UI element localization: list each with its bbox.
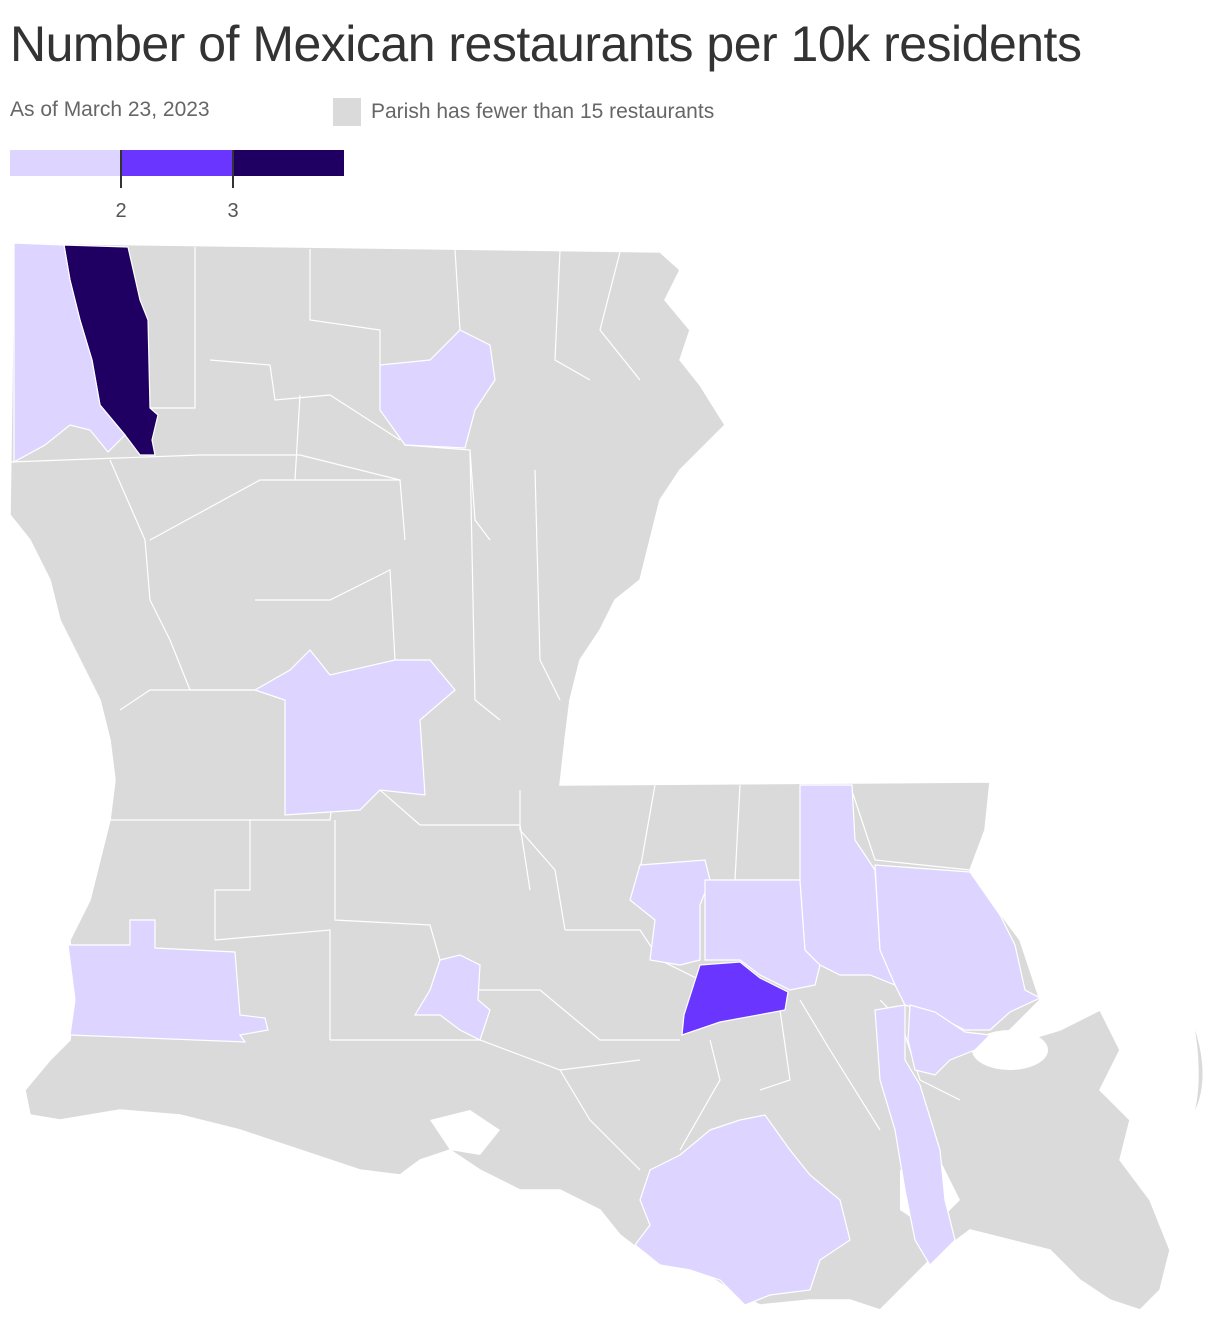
scale-bin-high [233, 150, 344, 176]
parish-terrebonne [634, 1114, 851, 1306]
parish-tangipahoa [799, 784, 897, 987]
parish-boundaries [9, 247, 971, 1171]
parish-orleans [907, 1004, 992, 1076]
scale-bin-mid [121, 150, 233, 176]
color-scale [10, 150, 344, 176]
scale-tick-label: 3 [227, 200, 239, 222]
nodata-legend: Parish has fewer than 15 restaurants [333, 97, 714, 127]
parish-lafayette [413, 954, 491, 1041]
island [1195, 1030, 1203, 1110]
scale-tick-label: 2 [115, 200, 127, 222]
parish-ascension [681, 961, 789, 1036]
chart-subtitle: As of March 23, 2023 [10, 98, 210, 121]
lake-pontchartrain [972, 1030, 1048, 1070]
nodata-swatch [333, 98, 361, 126]
scale-tick-mark [120, 150, 122, 188]
parish-lincoln [379, 329, 496, 449]
nodata-label: Parish has fewer than 15 restaurants [371, 100, 715, 123]
chart-title: Number of Mexican restaurants per 10k re… [10, 16, 1082, 72]
parish-calcasieu [67, 919, 269, 1043]
coastal-bay [430, 1110, 500, 1155]
parish-st-tammany [874, 864, 1042, 1031]
state-shape [9, 242, 1171, 1311]
scale-tick-mark [232, 150, 234, 188]
parish-east-baton-rouge [629, 859, 711, 966]
parish-bossier [13, 242, 126, 464]
louisiana-map [9, 242, 1203, 1311]
scale-bin-low [10, 150, 121, 176]
parish-rapides [253, 649, 456, 816]
parish-jefferson [874, 1004, 956, 1266]
